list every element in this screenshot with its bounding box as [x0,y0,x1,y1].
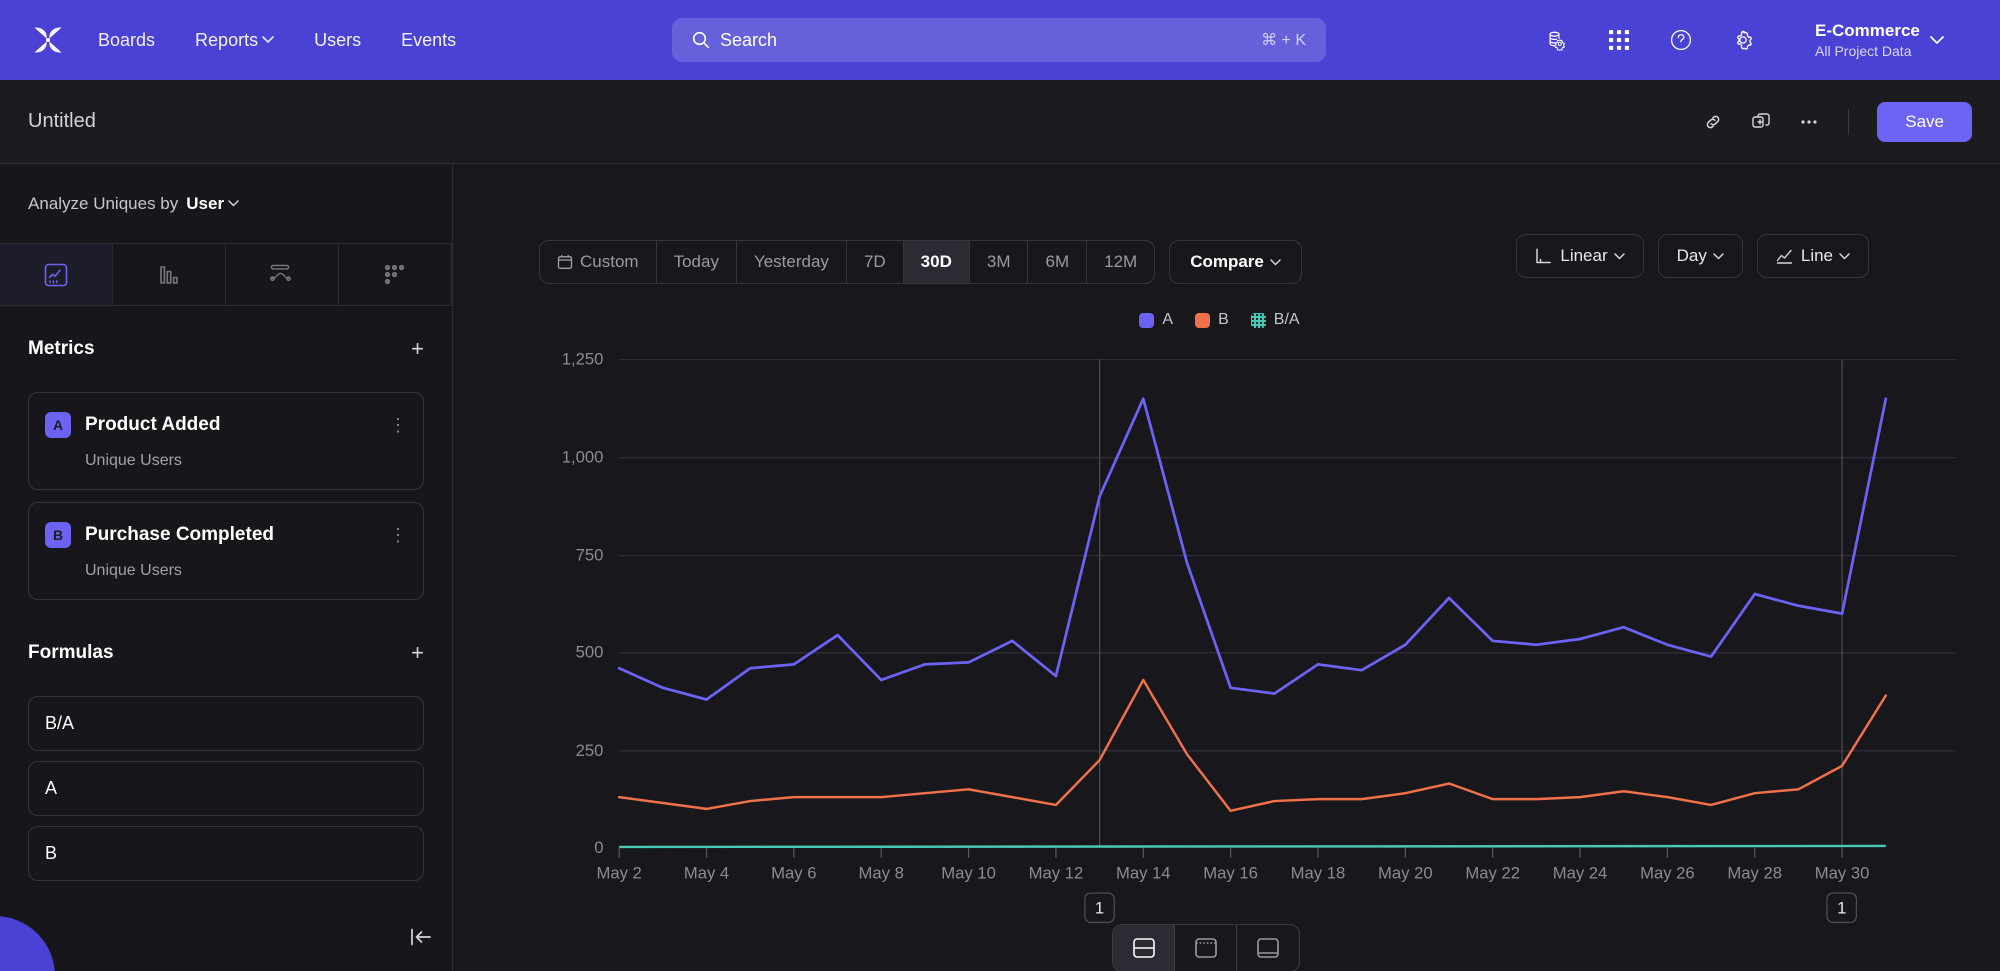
svg-text:May 10: May 10 [941,863,996,882]
svg-text:May 6: May 6 [771,863,816,882]
svg-text:May 30: May 30 [1815,863,1870,882]
svg-text:750: 750 [576,546,604,565]
svg-text:0: 0 [594,838,603,857]
svg-text:1,000: 1,000 [562,448,604,467]
svg-text:May 4: May 4 [684,863,729,882]
svg-text:May 14: May 14 [1116,863,1171,882]
svg-text:May 24: May 24 [1553,863,1608,882]
svg-text:May 20: May 20 [1378,863,1433,882]
svg-text:May 16: May 16 [1203,863,1258,882]
svg-text:500: 500 [576,643,604,662]
svg-text:May 28: May 28 [1727,863,1782,882]
svg-text:1: 1 [1837,899,1846,918]
svg-text:250: 250 [576,741,604,760]
svg-text:1,250: 1,250 [562,350,604,369]
svg-text:May 22: May 22 [1465,863,1520,882]
svg-text:May 26: May 26 [1640,863,1695,882]
svg-text:1: 1 [1095,899,1104,918]
svg-text:May 2: May 2 [596,863,641,882]
svg-text:May 18: May 18 [1291,863,1346,882]
svg-text:May 12: May 12 [1029,863,1084,882]
svg-text:May 8: May 8 [859,863,904,882]
